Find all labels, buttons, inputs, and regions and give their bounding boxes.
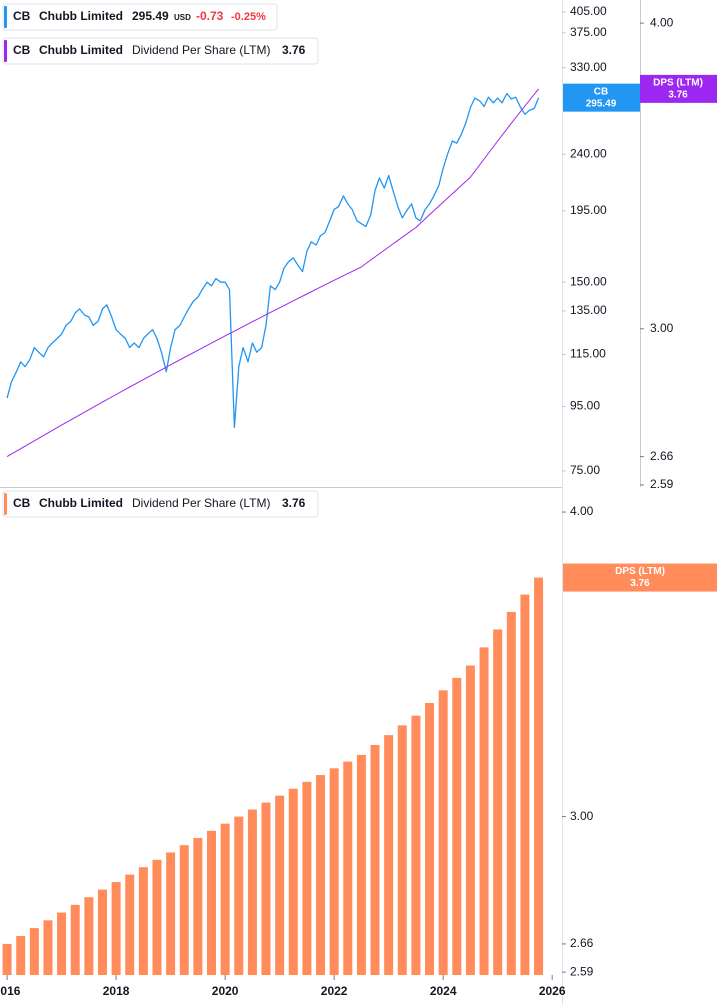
dps-label-tag: DPS (LTM) (615, 566, 665, 577)
legend-box (2, 37, 319, 65)
bar (57, 912, 67, 975)
legend-marker (4, 493, 7, 515)
bar (465, 665, 475, 975)
bar (43, 920, 53, 975)
y-tick-label: 405.00 (570, 4, 607, 18)
bar (70, 904, 80, 975)
dps-label-box (640, 74, 717, 103)
bar (384, 735, 394, 975)
x-tick-label: 2026 (539, 984, 566, 998)
y-tick-label: 375.00 (570, 25, 607, 39)
y-tick-label: 135.00 (570, 303, 607, 317)
bar (97, 889, 107, 975)
series-line (6, 88, 539, 458)
y-tick-label: 150.00 (570, 274, 607, 288)
y-tick-label: 2.59 (570, 964, 594, 978)
y-tick-label: 3.00 (570, 809, 594, 823)
legend-company: Chubb Limited (39, 496, 123, 510)
x-tick-label: 2024 (430, 984, 457, 998)
bar (397, 725, 407, 975)
bar (138, 867, 148, 975)
legends: CB Chubb Limited 295.49 USD -0.73 -0.25%… (2, 3, 319, 518)
bar (84, 897, 94, 975)
y-tick-label: 115.00 (570, 347, 606, 361)
y-tick-label: 75.00 (570, 463, 600, 477)
y2-tick-label: 2.59 (650, 477, 674, 491)
legend-currency: USD (174, 13, 191, 22)
dps-label-value: 3.76 (630, 578, 650, 589)
x-tick-label: 2016 (0, 984, 21, 998)
bar (247, 809, 257, 975)
legend-name: Dividend Per Share (LTM) (132, 43, 271, 57)
legend-symbol: CB (13, 43, 31, 57)
y2-tick-label: 2.66 (650, 449, 674, 463)
bar (343, 761, 353, 975)
dps-label-value: 3.76 (668, 90, 688, 101)
bar (438, 690, 448, 975)
legend-marker (4, 6, 7, 28)
legend-marker (4, 40, 7, 62)
x-tick-label: 2022 (321, 984, 348, 998)
bar (2, 943, 12, 975)
legend-symbol: CB (13, 9, 31, 23)
y2-tick-label: 4.00 (650, 15, 674, 29)
bar (220, 823, 230, 975)
bar (179, 845, 189, 975)
bar (193, 837, 203, 975)
bar (316, 775, 326, 975)
bar (520, 594, 530, 975)
bar (206, 830, 216, 975)
bar (16, 935, 26, 975)
legend-box (2, 3, 278, 31)
bar (356, 754, 366, 975)
y-tick-label: 95.00 (570, 399, 600, 413)
x-tick-label: 2020 (212, 984, 239, 998)
legend-box (2, 490, 319, 518)
bar (275, 795, 285, 975)
legend-symbol: CB (13, 496, 31, 510)
y-tick-label: 240.00 (570, 146, 607, 160)
legend-last: 3.76 (282, 496, 306, 510)
y2-tick-label: 3.00 (650, 321, 674, 335)
bar (452, 677, 462, 975)
price-label-box (563, 83, 640, 112)
legend-last: 295.49 (132, 9, 169, 23)
bar (234, 816, 244, 975)
y-tick-label: 330.00 (570, 60, 607, 74)
bar (506, 611, 516, 975)
bar (111, 882, 121, 975)
bar (479, 647, 489, 975)
legend-change-pct: -0.25% (231, 11, 266, 23)
y-tick-label: 4.00 (570, 504, 594, 518)
bar (329, 768, 339, 975)
y-tick-label: 2.66 (570, 936, 594, 950)
price-label-symbol: CB (594, 86, 608, 97)
bar (302, 781, 312, 975)
legend-name: Dividend Per Share (LTM) (132, 496, 271, 510)
bar (152, 859, 162, 975)
bar (288, 788, 298, 975)
dps-label-box (563, 563, 717, 592)
bar (166, 852, 176, 975)
dps-label-tag: DPS (LTM) (653, 78, 703, 89)
bar (493, 629, 503, 975)
series-line (6, 92, 540, 429)
x-tick-label: 2018 (103, 984, 130, 998)
legend-change: -0.73 (196, 9, 224, 23)
bar (370, 744, 380, 975)
legend-name: Chubb Limited (39, 9, 123, 23)
bar (411, 715, 421, 975)
legend-last: 3.76 (282, 43, 306, 57)
bar (29, 928, 39, 975)
bar (534, 577, 544, 975)
legend-company: Chubb Limited (39, 43, 123, 57)
bar (261, 802, 271, 975)
bar (125, 874, 135, 975)
y-tick-label: 195.00 (570, 203, 607, 217)
price-label-value: 295.49 (586, 98, 617, 109)
bar (425, 702, 435, 975)
